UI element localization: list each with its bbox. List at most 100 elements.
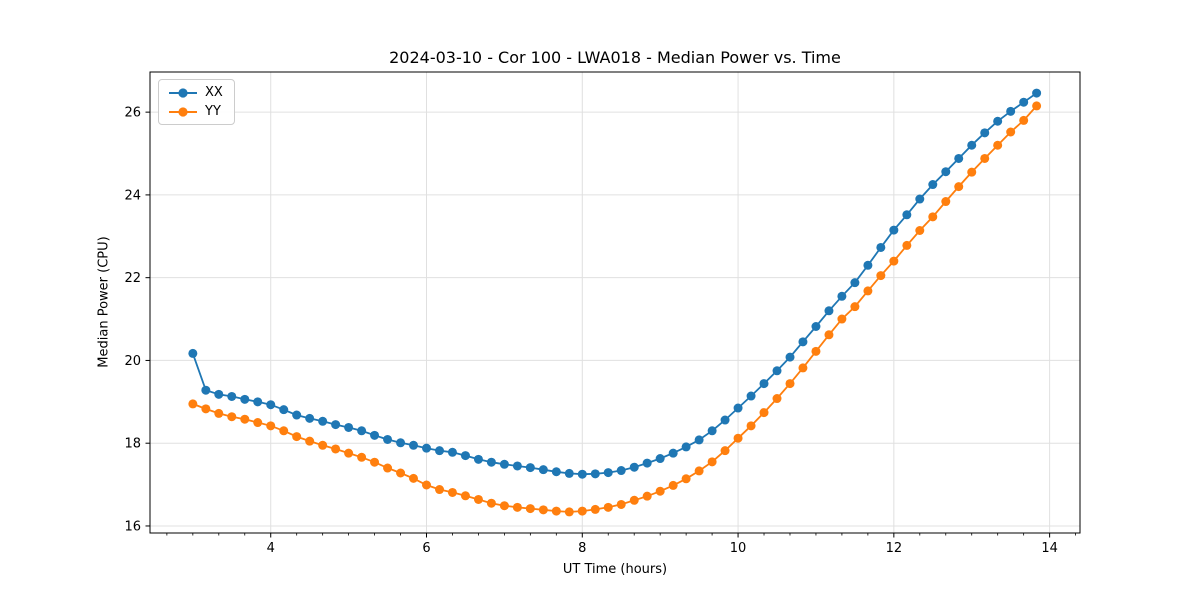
data-point-xx bbox=[460, 451, 470, 461]
x-tick-label: 10 bbox=[730, 541, 747, 556]
legend-item-yy: YY bbox=[168, 104, 223, 119]
data-point-xx bbox=[863, 260, 873, 270]
x-tick-label: 4 bbox=[267, 541, 275, 556]
x-tick-label: 6 bbox=[422, 541, 430, 556]
data-point-xx bbox=[954, 153, 964, 163]
data-point-yy bbox=[318, 440, 328, 450]
data-point-xx bbox=[473, 454, 483, 464]
data-point-xx bbox=[1006, 106, 1016, 116]
data-point-xx bbox=[383, 434, 393, 444]
series-line-xx bbox=[191, 92, 1038, 476]
data-point-xx bbox=[642, 458, 652, 468]
data-point-yy bbox=[460, 491, 470, 501]
data-point-yy bbox=[993, 140, 1003, 150]
data-point-yy bbox=[292, 432, 302, 442]
data-point-xx bbox=[668, 448, 678, 458]
data-point-yy bbox=[668, 480, 678, 490]
data-point-yy bbox=[928, 212, 938, 222]
data-point-yy bbox=[616, 499, 626, 509]
legend-swatch-yy-icon bbox=[169, 106, 197, 117]
data-point-xx bbox=[876, 242, 886, 252]
data-point-xx bbox=[616, 466, 626, 476]
data-point-xx bbox=[590, 469, 600, 479]
data-point-xx bbox=[993, 116, 1003, 126]
data-point-yy bbox=[1032, 101, 1042, 111]
data-point-xx bbox=[772, 366, 782, 376]
y-tick-label: 24 bbox=[124, 188, 141, 203]
data-point-yy bbox=[746, 421, 756, 431]
data-point-yy bbox=[370, 457, 380, 467]
data-point-yy bbox=[954, 182, 964, 192]
data-point-yy bbox=[681, 474, 691, 484]
data-point-xx bbox=[538, 465, 548, 475]
data-point-xx bbox=[331, 420, 341, 430]
data-point-xx bbox=[902, 210, 912, 220]
data-point-xx bbox=[214, 389, 224, 399]
data-point-xx bbox=[629, 462, 639, 472]
data-point-yy bbox=[798, 363, 808, 373]
data-point-xx bbox=[733, 403, 743, 413]
x-axis-label: UT Time (hours) bbox=[562, 562, 668, 577]
data-point-xx bbox=[551, 467, 561, 477]
data-point-yy bbox=[876, 271, 886, 281]
data-point-xx bbox=[486, 457, 496, 467]
data-point-xx bbox=[1032, 88, 1042, 98]
data-point-xx bbox=[409, 440, 418, 450]
data-point-xx bbox=[577, 469, 587, 479]
legend-item-xx: XX bbox=[168, 85, 223, 100]
x-tick-label: 8 bbox=[578, 541, 586, 556]
x-tick-label: 14 bbox=[1041, 541, 1058, 556]
data-point-xx bbox=[422, 443, 432, 453]
data-point-yy bbox=[447, 487, 457, 497]
data-point-yy bbox=[525, 504, 535, 514]
data-point-yy bbox=[889, 256, 899, 266]
data-point-yy bbox=[603, 502, 613, 512]
data-point-xx bbox=[928, 180, 938, 190]
data-point-xx bbox=[915, 194, 925, 204]
data-point-xx bbox=[564, 468, 574, 478]
data-point-xx bbox=[967, 140, 977, 150]
data-point-xx bbox=[824, 306, 834, 316]
data-point-xx bbox=[512, 461, 522, 471]
data-point-yy bbox=[811, 346, 821, 356]
data-point-xx bbox=[357, 426, 367, 436]
data-point-xx bbox=[370, 430, 380, 440]
data-point-xx bbox=[227, 391, 237, 401]
data-point-yy bbox=[409, 473, 418, 483]
data-point-yy bbox=[214, 408, 224, 418]
data-point-xx bbox=[253, 397, 263, 407]
data-point-yy bbox=[733, 433, 743, 443]
data-point-yy bbox=[915, 225, 925, 235]
legend-label-xx: XX bbox=[205, 85, 223, 100]
data-point-yy bbox=[499, 501, 509, 511]
data-point-yy bbox=[980, 153, 990, 163]
data-point-yy bbox=[357, 452, 367, 462]
data-point-xx bbox=[435, 446, 445, 456]
data-point-xx bbox=[525, 463, 535, 473]
data-point-yy bbox=[850, 302, 860, 312]
data-point-xx bbox=[499, 459, 509, 469]
data-point-yy bbox=[551, 506, 561, 516]
y-tick-label: 26 bbox=[124, 106, 141, 121]
data-point-xx bbox=[447, 447, 457, 457]
data-point-yy bbox=[396, 468, 406, 478]
data-point-xx bbox=[707, 426, 717, 436]
data-point-yy bbox=[240, 414, 250, 424]
data-point-xx bbox=[941, 167, 951, 177]
data-point-xx bbox=[681, 442, 691, 452]
data-point-yy bbox=[227, 412, 237, 422]
y-tick-label: 22 bbox=[124, 271, 141, 286]
data-point-yy bbox=[344, 448, 354, 458]
y-tick-label: 18 bbox=[124, 437, 141, 452]
data-point-yy bbox=[590, 504, 600, 514]
data-point-xx bbox=[980, 128, 990, 138]
data-point-yy bbox=[629, 495, 639, 505]
data-point-xx bbox=[188, 348, 198, 358]
data-point-xx bbox=[811, 322, 821, 332]
data-point-yy bbox=[1006, 127, 1016, 137]
data-point-yy bbox=[266, 421, 276, 431]
data-point-yy bbox=[486, 498, 496, 508]
data-point-yy bbox=[331, 444, 341, 454]
data-point-xx bbox=[266, 400, 276, 410]
